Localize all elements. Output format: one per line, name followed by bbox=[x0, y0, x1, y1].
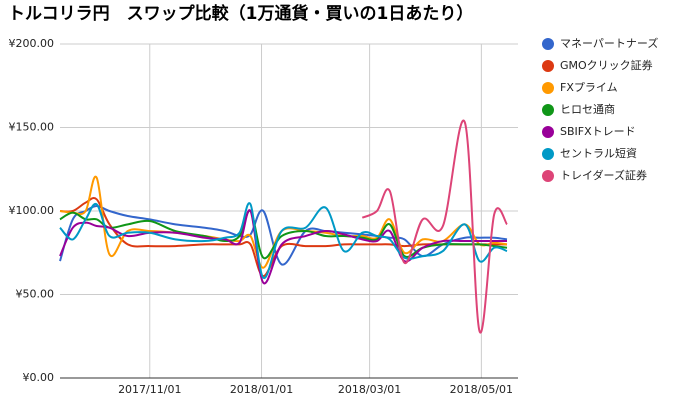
legend-marker bbox=[542, 60, 554, 72]
x-tick-label: 2018/05/01 bbox=[450, 383, 513, 396]
series-line bbox=[361, 119, 508, 334]
x-tick-label: 2017/11/01 bbox=[118, 383, 181, 396]
legend-label: トレイダーズ証券 bbox=[560, 168, 647, 182]
series-line bbox=[59, 209, 508, 260]
series-line bbox=[59, 175, 508, 269]
legend-marker bbox=[542, 104, 554, 116]
series-line bbox=[59, 202, 508, 279]
series-line bbox=[59, 209, 508, 285]
x-tick-label: 2018/01/01 bbox=[230, 383, 293, 396]
legend-marker bbox=[542, 126, 554, 138]
legend-marker bbox=[542, 82, 554, 94]
legend-label: セントラル短資 bbox=[560, 146, 637, 160]
legend-label: マネーパートナーズ bbox=[560, 36, 658, 50]
legend-marker bbox=[542, 170, 554, 182]
legend-marker bbox=[542, 38, 554, 50]
y-tick-label: ¥100.00 bbox=[9, 204, 55, 217]
legend-marker bbox=[542, 148, 554, 160]
y-tick-label: ¥150.00 bbox=[9, 121, 55, 134]
chart-title: トルコリラ円 スワップ比較（1万通貨・買いの1日あたり） bbox=[8, 3, 473, 24]
legend-label: FXプライム bbox=[560, 81, 618, 94]
y-tick-label: ¥0.00 bbox=[23, 371, 55, 384]
y-tick-label: ¥50.00 bbox=[16, 288, 55, 301]
legend-label: GMOクリック証券 bbox=[560, 58, 653, 72]
x-tick-label: 2018/03/01 bbox=[338, 383, 401, 396]
legend-label: ヒロセ通商 bbox=[560, 102, 615, 116]
series-line bbox=[59, 204, 508, 266]
y-tick-label: ¥200.00 bbox=[9, 37, 55, 50]
legend-label: SBIFXトレード bbox=[560, 125, 636, 138]
